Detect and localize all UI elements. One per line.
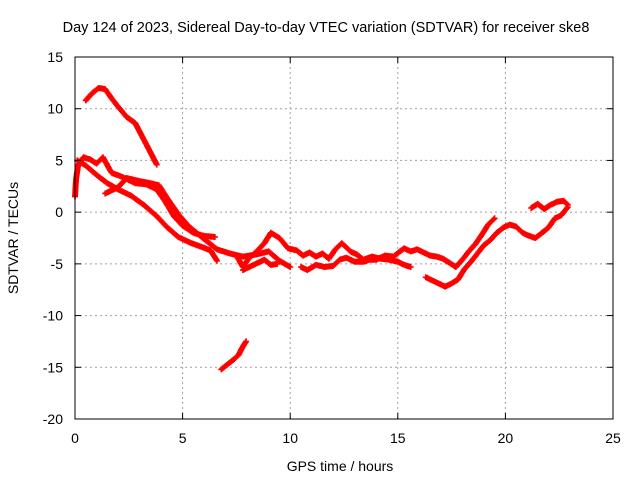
x-tick-label: 10: [282, 430, 298, 446]
plot-border: [74, 56, 614, 420]
y-tick-label: 15: [47, 49, 63, 65]
x-axis-label: GPS time / hours: [287, 458, 394, 474]
data-series-arc-10: [218, 338, 250, 373]
x-tick-label: 20: [498, 430, 514, 446]
y-axis-label: SDTVAR / TECUs: [5, 182, 21, 294]
y-tick-label: 5: [55, 152, 63, 168]
x-tick-label: 15: [390, 430, 406, 446]
x-tick-label: 5: [179, 430, 187, 446]
y-tick-label: -5: [51, 256, 64, 272]
y-tick-label: 10: [47, 101, 63, 117]
y-tick-label: 0: [55, 204, 63, 220]
data-series-arc-7: [298, 215, 498, 274]
data-series-arc-1: [82, 85, 160, 168]
chart-title: Day 124 of 2023, Sidereal Day-to-day VTE…: [63, 20, 590, 36]
data-series-arc-3: [74, 157, 220, 264]
x-tick-label: 25: [605, 430, 621, 446]
data-series-arc-2: [72, 154, 218, 240]
data-series-arc-8: [422, 204, 571, 290]
y-tick-label: -10: [43, 308, 63, 324]
data-points: [72, 85, 571, 373]
data-series-arc-9: [528, 197, 571, 212]
data-series-arc-6: [239, 256, 281, 274]
axis-ticks: 0 5 10 15 20 25 -20 -15 -10 -5 0 5 10 15: [43, 49, 621, 446]
data-series-arc-4: [102, 175, 294, 270]
x-tick-label: 0: [71, 430, 79, 446]
y-tick-label: -20: [43, 411, 63, 427]
y-tick-label: -15: [43, 359, 63, 375]
